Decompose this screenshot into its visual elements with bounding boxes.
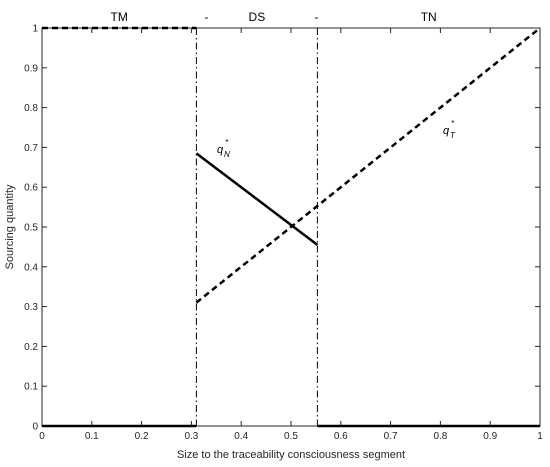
series-label-qT-sub: T: [450, 131, 456, 140]
axis-ticks: 0 0.1 0.2 0.3 0.4 0.5 0.6 0.7 0.8 0.9 1 0 0.1 0.2 0.3 0…: [24, 24, 543, 443]
y-tick-label: 0.7: [24, 143, 38, 154]
series-layer: [42, 26, 541, 428]
x-axis-label: Size to the traceability consciousness s…: [177, 449, 405, 461]
series-label-qT: q T *: [443, 119, 456, 140]
region-label: DS: [249, 10, 266, 24]
y-tick-label: 0.8: [24, 103, 38, 114]
region-label: -: [204, 10, 208, 24]
series-label-qN-main: q: [217, 144, 224, 156]
y-tick-label: 0.2: [24, 342, 38, 353]
x-tick-label: 0.3: [184, 431, 198, 442]
x-tick-label: 0.9: [483, 431, 497, 442]
series-label-qT-main: q: [443, 125, 450, 137]
x-tick-label: 0: [39, 431, 45, 442]
series-line-qN: [195, 152, 319, 246]
region-labels: TM - DS - TN: [111, 10, 437, 24]
region-label: -: [314, 10, 318, 24]
y-tick-label: 1: [32, 24, 38, 35]
x-tick-label: 0.6: [334, 431, 348, 442]
y-tick-label: 0.9: [24, 63, 38, 74]
series-label-qN-sub: N: [224, 150, 230, 159]
x-tick-label: 0.5: [284, 431, 298, 442]
x-tick-label: 0.8: [433, 431, 447, 442]
y-tick-label: 0.4: [24, 262, 38, 273]
x-tick-label: 0.7: [384, 431, 398, 442]
series-label-qT-sup: *: [451, 119, 455, 128]
x-tick-label: 1: [537, 431, 543, 442]
series-line-qT: [195, 27, 541, 304]
region-label: TN: [421, 10, 437, 24]
series-label-qN: q N *: [217, 138, 230, 159]
y-tick-label: 0.5: [24, 223, 38, 234]
y-tick-label: 0.6: [24, 183, 38, 194]
region-label: TM: [111, 10, 128, 24]
region-boundaries: [195, 28, 318, 426]
x-tick-label: 0.2: [135, 431, 149, 442]
series-label-qN-sup: *: [225, 138, 229, 147]
y-tick-label: 0.1: [24, 382, 38, 393]
y-tick-label: 0.3: [24, 302, 38, 313]
x-tick-label: 0.1: [85, 431, 99, 442]
y-axis-label: Sourcing quantity: [4, 184, 16, 269]
y-tick-label: 0: [32, 422, 38, 433]
x-tick-label: 0.4: [234, 431, 248, 442]
